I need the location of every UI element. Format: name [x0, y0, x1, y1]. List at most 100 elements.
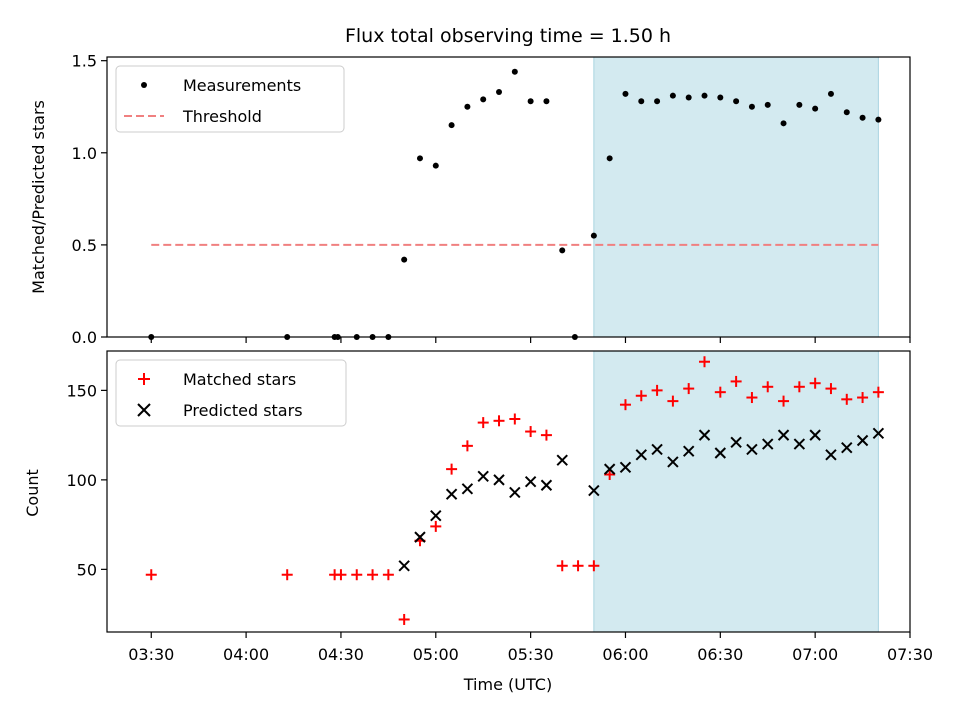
bottom-predicted-point — [509, 486, 521, 499]
bottom-predicted-point — [730, 436, 742, 448]
bottom-predicted-point — [414, 531, 426, 543]
bottom-matched-point — [525, 426, 537, 438]
x-b — [477, 470, 489, 482]
bottom-matched-point — [683, 383, 695, 395]
top-point — [511, 68, 518, 75]
top-ytick-label: 1.0 — [72, 144, 97, 163]
top-panel: 0.0 0.5 1.0 1.5 Measurements Threshold — [72, 52, 911, 347]
x-axis-label: Time (UTC) — [463, 675, 552, 694]
top-point — [685, 94, 692, 101]
bottom-matched-point — [145, 569, 157, 581]
x-b — [682, 445, 695, 457]
top-point — [733, 98, 740, 105]
top-point — [669, 92, 676, 99]
top-point — [638, 98, 645, 105]
bottom-legend: Matched stars Predicted stars — [115, 359, 347, 427]
bottom-predicted-point — [793, 438, 806, 450]
bottom-predicted-point — [619, 461, 632, 474]
bottom-predicted-point — [682, 445, 695, 457]
xtick-label: 04:00 — [223, 645, 269, 664]
bottom-matched-point — [572, 560, 584, 572]
bottom-matched-point — [762, 381, 774, 393]
bottom-matched-point — [667, 395, 679, 407]
top-point — [796, 101, 803, 108]
bottom-shaded-span — [593, 350, 879, 633]
bottom-matched-point — [635, 390, 647, 402]
x-b — [746, 443, 758, 456]
bottom-matched-point — [857, 392, 869, 404]
bottom-predicted-point — [651, 443, 663, 456]
top-point — [496, 89, 503, 95]
bottom-predicted-point — [540, 479, 553, 491]
bottom-matched-point — [446, 463, 458, 475]
x-b — [524, 475, 537, 488]
x-b — [540, 479, 553, 491]
top-ytick-label: 0.5 — [72, 236, 97, 255]
chart-title: Flux total observing time = 1.50 h — [345, 25, 671, 47]
bottom-predicted-point — [825, 449, 837, 461]
top-point — [748, 103, 755, 110]
x-b — [414, 531, 426, 543]
top-point — [432, 162, 439, 169]
bottom-matched-point — [841, 393, 853, 405]
top-point — [559, 247, 566, 254]
x-b — [556, 454, 568, 466]
bottom-matched-point — [509, 413, 521, 425]
xtick-label: 06:30 — [697, 645, 743, 664]
x-b — [603, 463, 616, 475]
bottom-matched-point — [793, 381, 805, 393]
bottom-matched-point — [619, 399, 631, 411]
bottom-predicted-point — [777, 429, 790, 441]
top-point — [480, 96, 487, 103]
bottom-matched-point — [730, 375, 742, 387]
bottom-predicted-point — [493, 474, 505, 486]
bottom-matched-point — [651, 384, 663, 396]
bottom-predicted-point — [698, 429, 711, 441]
xtick-label: 05:00 — [413, 645, 459, 664]
x-b — [509, 486, 521, 499]
bottom-series-predicted-stars — [398, 427, 885, 572]
bottom-panel: 50 100 150 03:30 04:00 04:30 05:00 05:30 06:00 06… — [66, 350, 933, 664]
bottom-matched-point — [335, 569, 347, 581]
top-point — [622, 90, 629, 97]
x-b — [777, 429, 790, 441]
bottom-matched-point — [281, 569, 293, 581]
bottom-matched-point — [430, 520, 442, 532]
bottom-matched-point — [809, 377, 821, 389]
top-y-axis-label: Matched/Predicted stars — [29, 100, 48, 294]
bottom-ytick-label: 100 — [66, 471, 97, 490]
top-ytick-label: 1.5 — [72, 52, 97, 71]
x-b — [619, 461, 632, 474]
bottom-predicted-point — [856, 434, 869, 447]
x-b — [461, 483, 474, 495]
bottom-matched-point — [556, 560, 568, 572]
bottom-predicted-point — [714, 447, 727, 459]
bottom-predicted-point — [477, 470, 489, 482]
top-point — [464, 103, 471, 110]
top-point — [606, 155, 613, 162]
bottom-axes-frame — [106, 350, 911, 633]
legend-marker-dot — [141, 82, 147, 88]
top-legend: Measurements Threshold — [115, 65, 345, 133]
x-b — [588, 484, 600, 497]
xtick-label: 06:00 — [602, 645, 648, 664]
bottom-matched-point — [351, 569, 363, 581]
x-b — [872, 427, 885, 440]
top-point — [654, 98, 661, 105]
x-b — [667, 456, 679, 468]
bottom-matched-point — [714, 386, 726, 398]
x-b — [809, 429, 821, 441]
x-b — [430, 509, 442, 522]
top-point — [448, 122, 455, 129]
bottom-matched-point — [461, 440, 473, 452]
top-point — [843, 109, 850, 116]
bottom-matched-point — [540, 429, 552, 441]
x-b — [856, 434, 869, 447]
top-legend-box — [115, 65, 345, 133]
xtick-label: 07:00 — [792, 645, 838, 664]
bottom-predicted-point — [635, 449, 647, 461]
bottom-ytick-label: 50 — [77, 560, 97, 579]
bottom-predicted-point — [398, 560, 410, 572]
x-b — [714, 447, 727, 459]
top-point — [780, 120, 787, 127]
